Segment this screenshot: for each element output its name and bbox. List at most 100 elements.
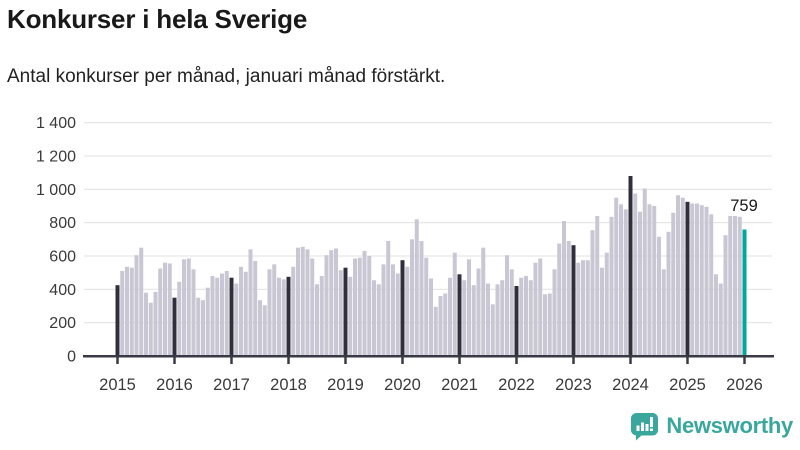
- bar-2023-6: [595, 216, 600, 356]
- bar-2025-5: [704, 206, 709, 356]
- bar-2023-5: [590, 230, 595, 356]
- x-axis-year-label: 2021: [441, 376, 478, 394]
- bar-2022-1: [514, 286, 519, 356]
- bar-2023-10: [614, 197, 619, 356]
- gridline: [84, 222, 772, 224]
- bar-2018-4: [300, 246, 305, 356]
- bar-2017-4: [243, 271, 248, 356]
- bar-2017-1: [229, 277, 234, 356]
- page-subtitle: Antal konkurser per månad, januari månad…: [7, 66, 446, 87]
- x-axis-year-label: 2023: [555, 376, 592, 394]
- x-axis-tick: [344, 355, 347, 364]
- bar-2025-6: [709, 214, 714, 356]
- bar-2025-1: [685, 201, 690, 356]
- x-axis-year-label: 2015: [99, 376, 136, 394]
- y-axis-tick-label: 200: [49, 315, 76, 332]
- bar-2018-5: [305, 249, 310, 356]
- x-axis-tick: [629, 355, 632, 364]
- bar-2016-1: [172, 297, 177, 356]
- bar-2016-8: [205, 287, 210, 356]
- bar-2020-2: [405, 266, 410, 356]
- bar-2018-1: [286, 276, 291, 356]
- bar-2020-8: [433, 306, 438, 356]
- bar-2018-9: [324, 255, 329, 356]
- bar-2017-5: [248, 249, 253, 356]
- x-axis-year-label: 2026: [726, 376, 763, 394]
- x-axis-tick: [116, 355, 119, 364]
- bar-2024-8: [661, 269, 666, 356]
- newsworthy-logo: Newsworthy: [630, 411, 793, 441]
- bar-2023-8: [604, 252, 609, 356]
- bar-2015-7: [144, 292, 148, 356]
- bar-2017-6: [253, 261, 258, 356]
- bar-2020-4: [414, 219, 419, 356]
- bar-2023-4: [585, 260, 590, 356]
- bar-2019-3: [353, 258, 357, 356]
- x-axis-year-label: 2022: [498, 376, 535, 394]
- x-axis-year-label: 2024: [612, 376, 649, 394]
- bar-2019-6: [367, 256, 372, 356]
- bar-2021-8: [490, 304, 495, 356]
- bar-2024-11: [676, 195, 680, 356]
- bar-2016-12: [224, 271, 229, 356]
- x-axis-tick: [572, 355, 575, 364]
- bar-2019-12: [395, 273, 400, 356]
- x-axis-tick: [686, 355, 689, 364]
- bar-2019-7: [372, 280, 376, 356]
- x-axis-tick: [287, 355, 290, 364]
- bar-2023-11: [619, 204, 623, 356]
- bar-2025-3: [695, 203, 699, 356]
- bar-2022-9: [552, 269, 557, 356]
- x-axis-tick: [458, 355, 461, 364]
- bar-2021-9: [495, 284, 500, 356]
- x-axis-tick: [515, 355, 518, 364]
- bar-2020-3: [410, 239, 414, 356]
- bar-2020-6: [424, 257, 429, 356]
- bar-2019-11: [391, 264, 395, 356]
- bar-2019-10: [386, 241, 391, 356]
- x-axis-tick: [401, 355, 404, 364]
- bar-2020-12: [452, 252, 457, 356]
- bar-2015-6: [139, 247, 144, 356]
- bar-2024-9: [666, 231, 671, 356]
- y-axis-tick-label: 1 200: [36, 149, 76, 166]
- bar-2016-5: [191, 269, 196, 356]
- bar-2021-6: [481, 247, 486, 356]
- y-axis-tick-label: 1 400: [36, 115, 76, 132]
- x-axis-tick: [230, 355, 233, 364]
- x-axis-tick: [173, 355, 176, 364]
- bar-2015-10: [158, 268, 163, 356]
- bar-2016-7: [201, 300, 205, 356]
- bar-2016-11: [220, 273, 224, 356]
- x-axis-year-label: 2017: [213, 376, 250, 394]
- x-axis-year-label: 2016: [156, 376, 193, 394]
- bar-2018-6: [310, 258, 315, 356]
- bar-2022-10: [557, 243, 562, 356]
- annotation-background: [726, 193, 762, 216]
- bar-2017-2: [234, 283, 239, 356]
- gridline: [84, 255, 772, 257]
- bar-2021-4: [471, 285, 476, 356]
- bar-2024-7: [657, 236, 661, 356]
- bar-2017-8: [262, 305, 267, 356]
- newsworthy-wordmark: Newsworthy: [666, 413, 793, 438]
- bar-2022-8: [547, 293, 552, 356]
- x-axis-year-label: 2018: [270, 376, 307, 394]
- bar-2019-1: [343, 267, 348, 356]
- bar-2026-1: [742, 229, 747, 356]
- bar-2021-10: [500, 280, 505, 356]
- bar-2017-10: [272, 264, 277, 356]
- bar-2025-10: [728, 194, 733, 356]
- x-axis-year-label: 2025: [669, 376, 706, 394]
- bar-2023-12: [623, 209, 628, 356]
- bar-2023-7: [600, 267, 604, 356]
- bar-2019-8: [376, 284, 381, 356]
- bar-2021-12: [509, 269, 514, 356]
- bar-2024-2: [633, 193, 638, 356]
- annotation-value-label: 759: [730, 197, 758, 215]
- bar-2024-4: [642, 188, 647, 356]
- bar-2015-12: [167, 263, 172, 356]
- bar-2015-3: [125, 266, 129, 356]
- bar-2023-9: [609, 216, 614, 356]
- y-axis-tick-label: 400: [49, 282, 76, 299]
